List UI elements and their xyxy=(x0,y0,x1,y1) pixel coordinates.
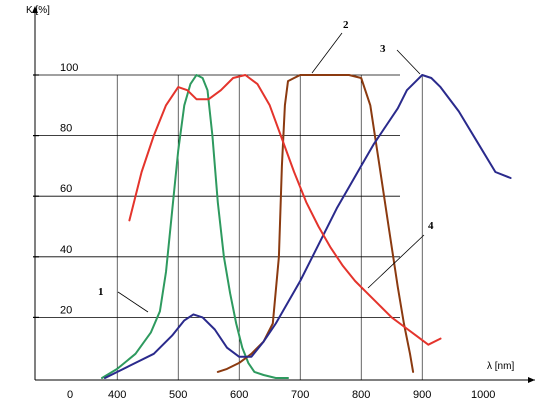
leader-line-3 xyxy=(396,49,421,75)
series-group xyxy=(101,74,512,379)
series-line-2 xyxy=(216,74,415,373)
x-axis-title: λ [nm] xyxy=(487,361,514,372)
leader-line-4 xyxy=(367,234,425,289)
y-tick-label-20: 20 xyxy=(60,304,72,316)
curve-label-2: 2 xyxy=(343,19,349,31)
grid xyxy=(35,74,423,380)
x-tick-label-600: 600 xyxy=(230,389,248,401)
x-tick-label-900: 900 xyxy=(413,389,431,401)
leader-line-1 xyxy=(117,291,149,313)
x-tick-label-1000: 1000 xyxy=(471,389,495,401)
x-tick-label-500: 500 xyxy=(169,389,187,401)
y-axis-title: K [%] xyxy=(26,5,50,16)
y-tick-label-60: 60 xyxy=(60,183,72,195)
curve-label-4: 4 xyxy=(428,220,434,232)
x-axis-arrow xyxy=(528,377,535,383)
x-origin-label: 0 xyxy=(67,389,73,401)
labels-group: 1 2 3 4 xyxy=(98,19,434,313)
y-axis-arrow xyxy=(32,6,38,13)
x-tick-label-800: 800 xyxy=(352,389,370,401)
y-tick-label-80: 80 xyxy=(60,123,72,135)
y-tick-label-100: 100 xyxy=(60,62,78,74)
series-line-4 xyxy=(128,74,442,346)
series-line-1 xyxy=(101,74,289,379)
curve-label-1: 1 xyxy=(98,286,104,298)
x-tick-label-700: 700 xyxy=(291,389,309,401)
leader-line-2 xyxy=(311,32,343,74)
curve-label-3: 3 xyxy=(380,43,386,55)
series-line-3 xyxy=(104,74,512,379)
y-tick-label-40: 40 xyxy=(60,244,72,256)
x-tick-label-400: 400 xyxy=(108,389,126,401)
